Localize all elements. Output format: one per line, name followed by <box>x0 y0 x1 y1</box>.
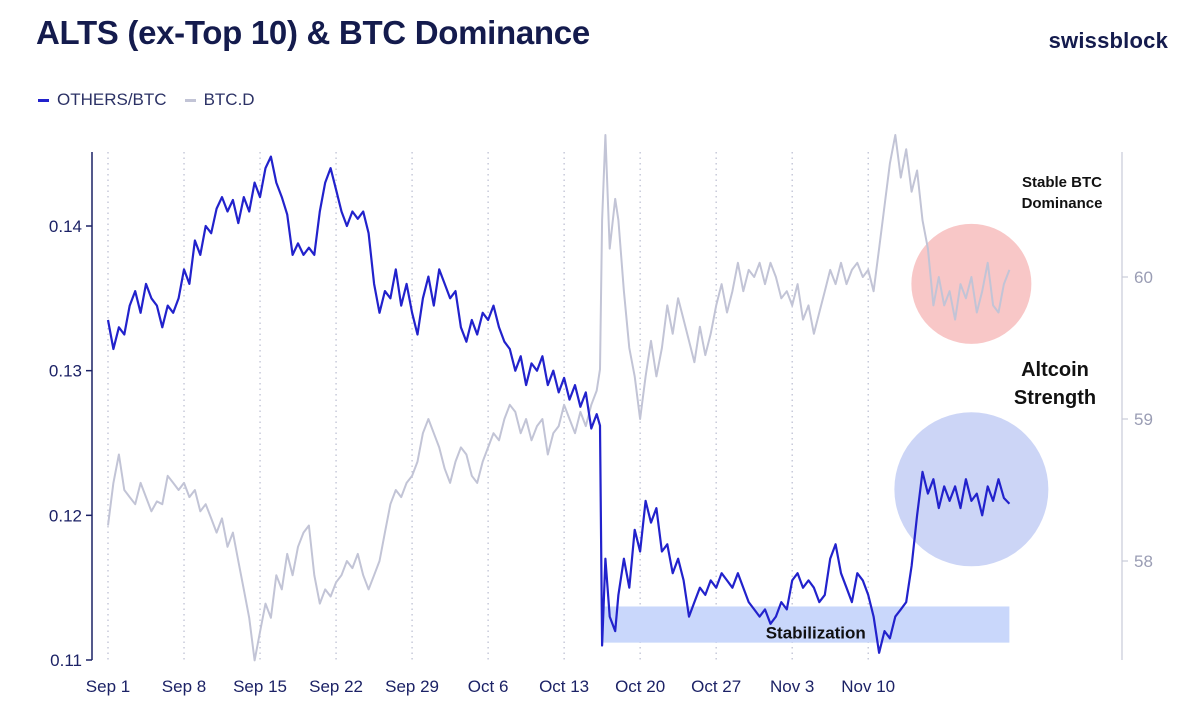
series-line-btcd <box>107 134 1011 662</box>
altcoin-strength-circle <box>894 412 1049 567</box>
x-tick-label: Sep 1 <box>86 677 130 696</box>
chart-title: ALTS (ex-Top 10) & BTC Dominance <box>36 14 590 51</box>
x-tick-label: Sep 22 <box>309 677 363 696</box>
x-tick-label: Oct 6 <box>468 677 509 696</box>
x-tick-label: Sep 29 <box>385 677 439 696</box>
y-right-tick-label: 60 <box>1134 268 1153 287</box>
x-tick-label: Sep 8 <box>162 677 206 696</box>
legend-swatch-btcd <box>184 98 196 102</box>
y-right-tick-label: 58 <box>1134 552 1153 571</box>
x-tick-label: Oct 13 <box>539 677 589 696</box>
legend-swatch-others <box>38 98 49 102</box>
y-left-tick-label: 0.11 <box>50 651 82 670</box>
legend-label-btcd: BTC.D <box>203 90 255 109</box>
stabilization-label: Stabilization <box>766 624 866 643</box>
series-line-others <box>106 155 1011 654</box>
legend: OTHERS/BTC BTC.D <box>38 90 273 110</box>
legend-item-others[interactable]: OTHERS/BTC <box>38 90 167 110</box>
legend-label-others: OTHERS/BTC <box>57 90 167 109</box>
altcoin-strength-label: Altcoin <box>1021 359 1089 381</box>
y-right-tick-label: 59 <box>1134 410 1153 429</box>
stable-btc-label: Stable BTC <box>1022 174 1102 191</box>
x-tick-label: Sep 15 <box>233 677 287 696</box>
brand-logo: swissblock <box>1048 28 1168 53</box>
stable-btc-label: Dominance <box>1022 195 1103 212</box>
altcoin-strength-label: Strength <box>1014 387 1096 409</box>
stable-btc-circle <box>911 223 1032 344</box>
y-left-tick-label: 0.13 <box>49 362 82 381</box>
stabilization-band <box>602 606 1010 643</box>
y-left-tick-label: 0.14 <box>49 217 82 236</box>
x-tick-label: Oct 27 <box>691 677 741 696</box>
x-tick-label: Nov 10 <box>841 677 895 696</box>
legend-item-btcd[interactable]: BTC.D <box>184 90 255 110</box>
x-tick-label: Nov 3 <box>770 677 814 696</box>
y-left-tick-label: 0.12 <box>49 506 82 525</box>
x-tick-label: Oct 20 <box>615 677 665 696</box>
